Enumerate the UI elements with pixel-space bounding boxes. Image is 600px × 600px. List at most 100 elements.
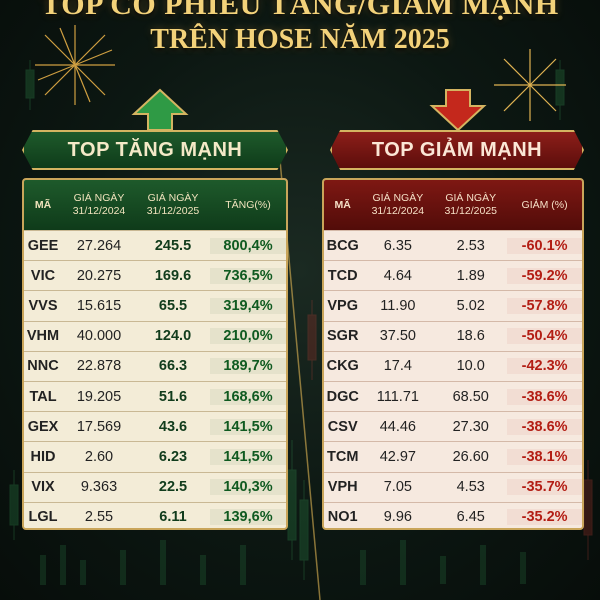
price-end-cell: 66.3: [158, 358, 188, 375]
table-row: VPG 11.90 5.02 -57.8%: [324, 290, 582, 320]
price-end-cell: 26.60: [452, 448, 489, 465]
table-row: VPH 7.05 4.53 -35.7%: [324, 471, 582, 502]
ticker-cell: VPH: [327, 479, 358, 496]
price-end-cell: 6.11: [159, 509, 187, 526]
column-header-price-start: GIÁ NGÀY 31/12/2024: [72, 192, 126, 217]
title-line-2: TRÊN HOSE NĂM 2025: [150, 24, 450, 55]
losers-table-body: BCG 6.35 2.53 -60.1% TCD 4.64 1.89 -59.2% VPG 11.…: [324, 230, 582, 528]
table-row: NO1 9.96 6.45 -35.2%: [324, 501, 582, 528]
ticker-cell: TCD: [327, 267, 358, 284]
price-start-cell: 11.90: [380, 297, 416, 314]
gainers-table-body: GEE 27.264 245.5 800,4% VIC 20.275 169.6 736,5%…: [24, 230, 286, 528]
change-cell: 319,4%: [210, 297, 286, 314]
change-cell: -38.1%: [507, 448, 582, 465]
price-end-cell: 169.6: [154, 267, 192, 284]
price-start-cell: 27.264: [76, 237, 122, 254]
price-end-cell: 43.6: [158, 418, 188, 435]
price-start-cell: 20.275: [76, 267, 122, 284]
firework-right-decoration: [494, 49, 566, 121]
price-end-cell: 2.53: [456, 237, 485, 254]
price-end-cell: 1.89: [456, 267, 485, 284]
table-row: DGC 111.71 68.50 -38.6%: [324, 380, 582, 411]
ticker-cell: LGL: [28, 509, 58, 526]
ticker-cell: VHM: [26, 328, 60, 345]
price-end-cell: 65.5: [158, 297, 188, 314]
table-row: NNC 22.878 66.3 189,7%: [24, 350, 286, 381]
ticker-cell: CKG: [326, 358, 359, 375]
table-row: LGL 2.55 6.11 139,6%: [24, 501, 286, 528]
ticker-cell: SGR: [327, 328, 359, 345]
column-header-price-start: GIÁ NGÀY 31/12/2024: [371, 192, 425, 217]
title-line-1: TOP CỔ PHIẾU TĂNG/GIẢM MẠNH: [41, 0, 559, 21]
losers-heading: TOP GIẢM MẠNH: [330, 130, 584, 170]
table-row: VVS 15.615 65.5 319,4%: [24, 290, 286, 320]
ticker-cell: CSV: [327, 418, 358, 435]
change-cell: 736,5%: [210, 267, 286, 284]
ticker-cell: VIX: [31, 479, 55, 496]
price-start-cell: 2.60: [84, 448, 114, 465]
change-cell: -42.3%: [507, 358, 582, 375]
arrow-down-icon: [429, 89, 487, 132]
price-end-cell: 10.0: [456, 358, 485, 375]
column-header-change: GIẢM (%): [521, 198, 568, 211]
ticker-cell: NNC: [27, 358, 59, 375]
price-start-cell: 111.71: [376, 388, 419, 405]
change-cell: 800,4%: [210, 237, 286, 254]
price-end-cell: 124.0: [154, 328, 192, 345]
price-end-cell: 6.23: [158, 448, 188, 465]
change-cell: -38.6%: [507, 418, 582, 435]
price-end-cell: 27.30: [452, 418, 489, 435]
ticker-cell: NO1: [327, 509, 358, 526]
ticker-cell: VPG: [327, 297, 359, 314]
table-row: VIC 20.275 169.6 736,5%: [24, 260, 286, 290]
price-start-cell: 22.878: [76, 358, 122, 375]
change-cell: 168,6%: [210, 388, 286, 405]
table-row: VHM 40.000 124.0 210,0%: [24, 320, 286, 351]
price-start-cell: 40.000: [76, 328, 122, 345]
price-start-cell: 37.50: [379, 328, 416, 345]
change-cell: -35.2%: [507, 509, 582, 526]
price-end-cell: 6.45: [456, 509, 485, 526]
change-cell: 189,7%: [210, 358, 286, 375]
change-cell: -50.4%: [507, 328, 582, 345]
ticker-cell: TCM: [327, 448, 359, 465]
ticker-cell: VVS: [28, 297, 58, 314]
table-row: TAL 19.205 51.6 168,6%: [24, 380, 286, 411]
change-cell: -57.8%: [507, 297, 582, 314]
price-end-cell: 5.02: [456, 297, 485, 314]
table-row: TCD 4.64 1.89 -59.2%: [324, 260, 582, 290]
gainers-table-header: MÃ GIÁ NGÀY 31/12/2024 GIÁ NGÀY 31/12/20…: [24, 180, 286, 230]
price-start-cell: 9.96: [383, 509, 412, 526]
column-header-ticker: MÃ: [34, 198, 52, 211]
column-header-price-end: GIÁ NGÀY 31/12/2025: [444, 192, 498, 217]
gainers-table: MÃ GIÁ NGÀY 31/12/2024 GIÁ NGÀY 31/12/20…: [22, 178, 288, 530]
change-cell: 210,0%: [210, 328, 286, 345]
column-header-price-end: GIÁ NGÀY 31/12/2025: [146, 192, 200, 217]
table-row: BCG 6.35 2.53 -60.1%: [324, 230, 582, 260]
table-row: CSV 44.46 27.30 -38.6%: [324, 411, 582, 441]
price-start-cell: 42.97: [379, 448, 416, 465]
ticker-cell: VIC: [30, 267, 56, 284]
price-start-cell: 4.64: [383, 267, 412, 284]
losers-table: MÃ GIÁ NGÀY 31/12/2024 GIÁ NGÀY 31/12/20…: [322, 178, 584, 530]
ticker-cell: BCG: [326, 237, 359, 254]
price-start-cell: 17.569: [76, 418, 122, 435]
ticker-cell: TAL: [29, 388, 57, 405]
table-row: VIX 9.363 22.5 140,3%: [24, 471, 286, 502]
column-header-change: TĂNG(%): [225, 198, 271, 211]
price-start-cell: 6.35: [383, 237, 412, 254]
price-end-cell: 245.5: [154, 237, 192, 254]
arrow-up-icon: [131, 88, 189, 131]
change-cell: -60.1%: [507, 237, 582, 254]
gainers-heading: TOP TĂNG MẠNH: [22, 130, 288, 170]
ticker-cell: HID: [30, 448, 56, 465]
table-row: TCM 42.97 26.60 -38.1%: [324, 441, 582, 471]
price-start-cell: 15.615: [76, 297, 122, 314]
ticker-cell: GEX: [27, 418, 59, 435]
price-end-cell: 18.6: [456, 328, 485, 345]
change-cell: 139,6%: [210, 509, 286, 526]
price-start-cell: 9.363: [80, 479, 118, 496]
change-cell: 141,5%: [210, 418, 286, 435]
change-cell: -35.7%: [507, 479, 582, 496]
price-end-cell: 51.6: [158, 388, 188, 405]
